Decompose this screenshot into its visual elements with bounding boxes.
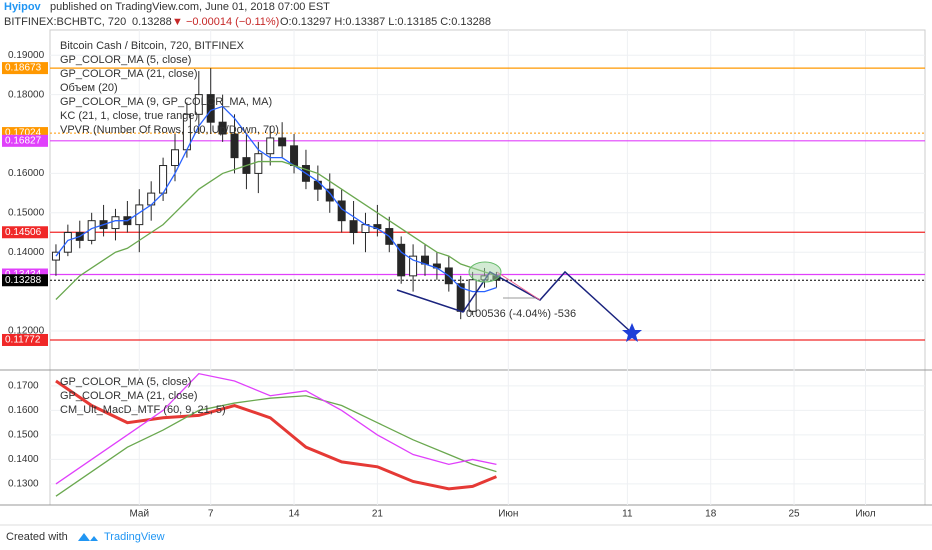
candle-body (206, 94, 215, 123)
indicator-label: Объем (20) (60, 82, 118, 94)
y-tick-label: 0.16000 (8, 168, 45, 179)
chart-title: Bitcoin Cash / Bitcoin, 720, BITFINEX (60, 40, 245, 52)
x-tick-label: 7 (208, 509, 214, 520)
indicator-label: GP_COLOR_MA (9, GP_COLOR_MA, MA) (60, 96, 272, 108)
y-tick-label: 0.1700 (8, 381, 39, 392)
price-level-label: 0.11772 (5, 335, 41, 346)
y-tick-label: 0.1500 (8, 430, 39, 441)
x-tick-label: Май (129, 509, 149, 520)
brand[interactable]: TradingView (104, 531, 165, 543)
projection-path (496, 271, 541, 301)
candle-body (51, 251, 60, 261)
y-tick-label: 0.14000 (8, 247, 45, 258)
candle-body (111, 216, 120, 230)
chart-layer: 0.19000 0.18000 0.16000 0.15000 0.14000 0.120… (2, 30, 925, 520)
candle-body (290, 145, 299, 167)
candle-body (278, 137, 287, 147)
y-tick-label: 0.1600 (8, 405, 39, 416)
x-tick-label: 25 (788, 509, 800, 520)
y-tick-label: 0.1300 (8, 479, 39, 490)
candle-body (468, 279, 477, 312)
published: published on TradingView.com, June 01, 2… (50, 1, 330, 13)
author[interactable]: Hyipov (4, 1, 42, 13)
annotation: 0.00536 (-4.04%) -536 (466, 308, 576, 320)
indicator-label: KC (21, 1, close, true range) (60, 110, 198, 122)
price-level-label: 0.13288 (5, 275, 42, 286)
price-level-flag (2, 62, 48, 75)
y-tick-label: 0.12000 (8, 326, 45, 337)
x-tick-label: Июн (498, 509, 518, 520)
highlight (468, 261, 502, 283)
candle-body (349, 220, 358, 234)
price-level-flag (2, 333, 48, 346)
change: ▼ −0.00014 (−0.11%) (172, 16, 279, 28)
legend-entry: GP_COLOR_MA (21, close) (60, 390, 198, 402)
y-tick-label: 0.1400 (8, 454, 39, 465)
x-tick-label: 18 (705, 509, 717, 520)
series-line (55, 372, 497, 485)
legend-entry: CM_Ult_MacD_MTF (60, 9, 21, 5) (60, 404, 226, 416)
target-star (622, 323, 642, 342)
legend-entry: GP_COLOR_MA (21, close) (60, 68, 198, 80)
price-level-flag (2, 274, 48, 287)
price-level-label: 0.18673 (5, 63, 42, 74)
brand-logo (78, 533, 98, 541)
candle-body (254, 153, 263, 174)
last-price: 0.13288 (132, 16, 172, 28)
x-tick-label: 11 (622, 509, 633, 520)
candle-body (63, 232, 72, 253)
candle-body (397, 243, 406, 277)
candle-body (409, 255, 418, 277)
symbol: BITFINEX:BCHBTC, 720 (4, 16, 126, 28)
projection-path (396, 270, 633, 334)
candle-body (230, 133, 239, 159)
ohlc: O:0.13297 H:0.13387 L:0.13185 C:0.13288 (280, 16, 491, 28)
x-tick-label: 14 (288, 509, 300, 520)
series-line (55, 160, 497, 300)
indicator-label: VPVR (Number Of Rows, 100, Up/Down, 70) (60, 124, 279, 136)
series-line (55, 379, 497, 491)
x-tick-label: 21 (372, 509, 384, 520)
price-level-flag (2, 127, 48, 140)
y-tick-label: 0.19000 (8, 50, 45, 61)
legend-entry: GP_COLOR_MA (5, close) (60, 376, 191, 388)
price-level-label: 0.17024 (5, 128, 42, 139)
price-level-flag (2, 134, 48, 147)
candle-body (313, 180, 322, 190)
price-level-flag (2, 226, 48, 239)
candle-body (266, 137, 275, 155)
candle-body (325, 188, 334, 202)
series-line (55, 105, 497, 293)
price-level-label: 0.14506 (5, 227, 42, 238)
series-line (55, 395, 497, 497)
x-tick-label: Июл (855, 509, 875, 520)
candle-body (194, 94, 203, 115)
candle-body (171, 149, 179, 167)
legend-entry: GP_COLOR_MA (5, close) (60, 54, 191, 66)
candle-body (218, 121, 227, 135)
price-level-label: 0.16827 (5, 135, 42, 146)
footer-text: Created with (6, 531, 68, 543)
y-tick-label: 0.18000 (8, 89, 45, 100)
y-tick-label: 0.15000 (8, 207, 45, 218)
